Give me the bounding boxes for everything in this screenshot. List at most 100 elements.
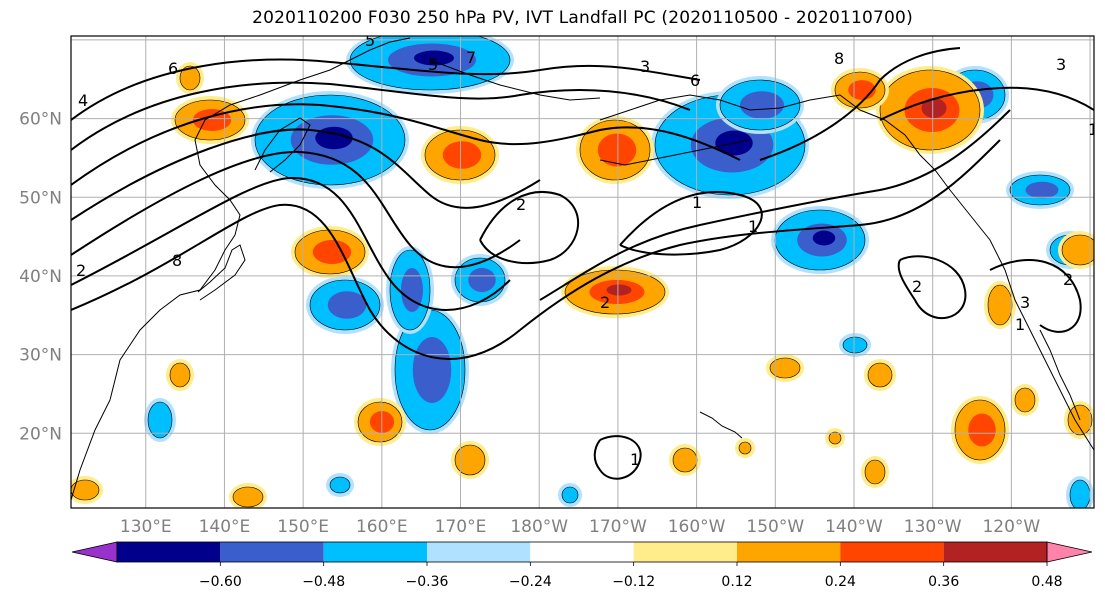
longitude-label: 130°E <box>120 517 172 537</box>
gridlines <box>71 36 1094 508</box>
positive-pv-anomaly <box>229 483 267 508</box>
positive-pv-anomaly <box>861 456 889 488</box>
latitude-label: 20°N <box>19 424 62 444</box>
longitude-label: 170°W <box>589 517 647 537</box>
longitude-label: 150°W <box>746 517 804 537</box>
negative-pv-anomaly <box>558 483 582 507</box>
latitude-label: 60°N <box>19 110 62 130</box>
contour-label: 4 <box>78 91 88 110</box>
colorbar-extend-low <box>71 541 118 563</box>
map-frame <box>70 35 1095 509</box>
colorbar-segment <box>633 542 737 562</box>
longitude-label: 140°W <box>825 517 883 537</box>
contour-label: 2 <box>516 195 526 214</box>
colorbar-segment <box>943 542 1047 562</box>
coastline-baja <box>1039 329 1081 421</box>
negative-pv-anomaly <box>326 473 354 497</box>
coastline-bering <box>429 59 601 101</box>
colorbar-segment <box>737 542 841 562</box>
contour-label: 3 <box>640 57 650 76</box>
latitude-label: 40°N <box>19 267 62 287</box>
coastline-asia <box>71 37 411 501</box>
negative-pv-anomaly <box>391 306 469 434</box>
latitude-label: 30°N <box>19 346 62 366</box>
latitude-label: 50°N <box>19 188 62 208</box>
contour-label: 1 <box>630 450 640 469</box>
pv-contours <box>71 47 1094 480</box>
colorbar-tick-label: 0.48 <box>1031 574 1062 590</box>
colorbar-segment <box>840 542 944 562</box>
contour-label: 5 <box>365 31 375 50</box>
colorbar-extend-high <box>1046 541 1093 563</box>
contour-label: 2 <box>912 277 922 296</box>
contour-label: 2 <box>1063 270 1073 289</box>
positive-pv-anomaly <box>735 438 755 458</box>
map-title: 2020110200 F030 250 hPa PV, IVT Landfall… <box>252 8 913 28</box>
positive-pv-anomaly <box>669 444 701 476</box>
longitude-labels: 130°E 140°E 150°E 160°E 170°E 180°W 170°W 160°W… <box>120 517 1041 537</box>
positive-pv-anomaly <box>451 441 489 479</box>
coastline-alaska <box>599 94 1094 451</box>
positive-pv-anomaly <box>171 96 249 144</box>
negative-pv-anomaly <box>306 276 384 334</box>
positive-pv-anomaly <box>166 359 194 391</box>
positive-pv-anomaly <box>576 116 654 184</box>
contour-label: 1 <box>748 217 758 236</box>
colorbar-outline <box>116 541 1048 563</box>
positive-pv-anomaly <box>766 354 804 382</box>
coastline-hawaii <box>699 411 743 439</box>
longitude-label: 160°E <box>356 517 408 537</box>
coastline-japan <box>197 244 246 301</box>
contour-label: 1 <box>1088 120 1098 139</box>
colorbar-segment <box>117 542 221 562</box>
colorbar-tick-label: 0.12 <box>721 574 752 590</box>
contour-label: 6 <box>168 59 178 78</box>
longitude-label: 140°E <box>199 517 251 537</box>
negative-pv-anomaly <box>386 246 434 334</box>
contour-label: 1 <box>1015 315 1025 334</box>
positive-pv-anomaly <box>831 68 889 112</box>
colorbar-tick-label: −0.36 <box>406 574 449 590</box>
contour-label: 8 <box>834 49 844 68</box>
positive-pv-anomaly <box>1058 231 1094 269</box>
contour-label: 3 <box>1056 55 1066 74</box>
coastline-aleutians <box>599 139 751 166</box>
contour-label: 5 <box>428 55 438 74</box>
positive-pv-anomaly <box>71 476 103 504</box>
contour-labels: 5 6 4 8 7 5 3 6 2 1 2 2 3 1 1 2 1 1 8 3 … <box>76 31 1098 469</box>
positive-pv-anomaly <box>951 396 1009 464</box>
negative-pv-anomaly <box>251 91 409 189</box>
longitude-label: 150°E <box>277 517 329 537</box>
colorbar-tick-label: −0.48 <box>302 574 345 590</box>
colorbar-tick-label: −0.12 <box>612 574 655 590</box>
negative-pv-anomaly <box>771 206 869 274</box>
positive-pv-anomaly <box>561 266 669 318</box>
contour-label: 1 <box>692 193 702 212</box>
longitude-label: 130°W <box>904 517 962 537</box>
longitude-label: 160°W <box>668 517 726 537</box>
contour-label: 3 <box>1020 293 1030 312</box>
positive-pv-anomaly <box>876 66 984 154</box>
coastline-kamchatka <box>254 117 311 173</box>
negative-pv-anomaly <box>144 398 176 442</box>
contour-label: 6 <box>690 71 700 90</box>
contour-label: 7 <box>466 48 476 67</box>
colorbar-segment <box>530 542 634 562</box>
positive-pv-anomaly <box>984 281 1016 329</box>
colorbar-segment <box>323 542 427 562</box>
coastlines <box>71 37 1094 501</box>
colorbar-tick-label: −0.24 <box>509 574 552 590</box>
colorbar-segment <box>220 542 324 562</box>
positive-pv-anomaly <box>864 359 896 391</box>
negative-pv-anomaly <box>346 36 514 94</box>
colorbar-tick-label: −0.60 <box>199 574 242 590</box>
colorbar-tick-label: 0.24 <box>825 574 856 590</box>
contour-label: 2 <box>600 293 610 312</box>
latitude-labels: 60°N 50°N 40°N 30°N 20°N <box>19 110 62 445</box>
colorbar-tick-label: 0.36 <box>928 574 959 590</box>
negative-pv-anomaly <box>716 76 804 134</box>
longitude-label: 180°W <box>510 517 568 537</box>
longitude-label: 170°E <box>435 517 487 537</box>
positive-pv-anomaly <box>825 428 845 448</box>
